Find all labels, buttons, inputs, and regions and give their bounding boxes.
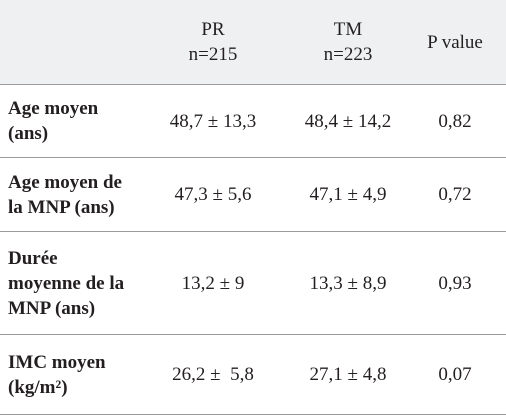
row-label-text: Age moyen <box>8 98 99 119</box>
row-label-text: Age moyen de <box>8 171 122 193</box>
row-label-text: moyenne de la <box>8 272 125 294</box>
cell-text: 27,1 ± 4,8 <box>309 364 387 385</box>
data-cell: 0,72 <box>405 158 505 231</box>
row-label-text: (ans) <box>8 123 49 144</box>
data-cell: 47,3 ± 5,6 <box>153 158 273 231</box>
table-row: Age moyen (ans) 48,7 ± 13,3 48,4 ± 14,2 0,82 <box>0 85 506 158</box>
data-cell: 0,82 <box>405 85 505 157</box>
data-cell: 0,93 <box>405 232 505 334</box>
cell-text: 48,7 ± 13,3 <box>169 110 257 132</box>
cell-text: 26,2 ± 5,8 <box>172 364 254 385</box>
row-label: Durée moyenne de la MNP (ans) <box>8 232 158 334</box>
table-row: IMC moyen (kg/m²) 26,2 ± 5,8 27,1 ± 4,8 0,07 <box>0 335 506 415</box>
cell-text: 48,4 ± 14,2 <box>304 110 392 132</box>
cell-text: 0,82 <box>438 110 472 132</box>
row-label: IMC moyen (kg/m²) <box>8 335 158 414</box>
data-cell: 13,3 ± 8,9 <box>288 232 408 334</box>
row-label: Age moyen (ans) <box>8 85 158 157</box>
row-label-text: MNP (ans) <box>8 297 96 319</box>
cell-text: 0,07 <box>438 364 472 385</box>
data-cell: 47,1 ± 4,9 <box>288 158 408 231</box>
row-label-text: Durée <box>8 247 58 269</box>
cell-text: 13,3 ± 8,9 <box>309 272 387 294</box>
header-cell: PR n=215 <box>153 0 273 84</box>
header-text: n=223 <box>323 44 373 65</box>
table-row: Durée moyenne de la MNP (ans) 13,2 ± 9 13,3 … <box>0 232 506 335</box>
cell-text: 13,2 ± 9 <box>181 272 245 294</box>
table-row: Age moyen de la MNP (ans) 47,3 ± 5,6 47,1 ±… <box>0 158 506 232</box>
cell-text: 47,1 ± 4,9 <box>309 184 387 205</box>
data-cell: 48,7 ± 13,3 <box>153 85 273 157</box>
data-cell: 13,2 ± 9 <box>153 232 273 334</box>
header-cell: P value <box>405 0 505 84</box>
header-cell: TM n=223 <box>288 0 408 84</box>
data-cell: 0,07 <box>405 335 505 414</box>
row-label-text: (kg/m²) <box>8 376 68 398</box>
cell-text: 0,72 <box>438 184 472 205</box>
data-cell: 48,4 ± 14,2 <box>288 85 408 157</box>
row-label-text: la MNP (ans) <box>8 196 115 218</box>
header-row: PR n=215 TM n=223 P value <box>0 0 506 85</box>
cell-text: 0,93 <box>438 272 472 294</box>
row-label: Age moyen de la MNP (ans) <box>8 158 158 231</box>
row-label-text: IMC moyen <box>8 351 106 373</box>
data-cell: 26,2 ± 5,8 <box>153 335 273 414</box>
header-text: n=215 <box>188 44 238 65</box>
header-text: P value <box>427 31 483 53</box>
header-text: PR <box>201 19 225 40</box>
cell-text: 47,3 ± 5,6 <box>174 184 252 205</box>
data-cell: 27,1 ± 4,8 <box>288 335 408 414</box>
header-text: TM <box>333 19 363 40</box>
